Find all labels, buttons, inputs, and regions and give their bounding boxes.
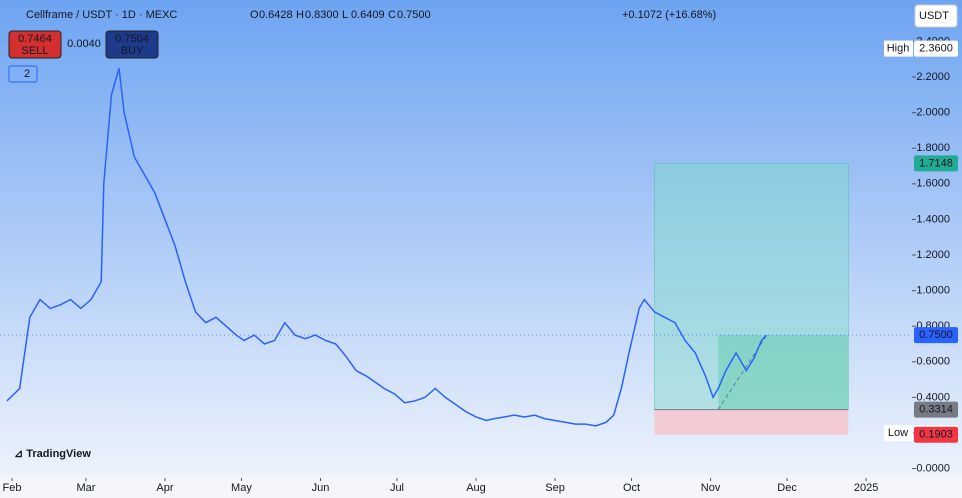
symbol: Cellframe / USDT · 1D · MEXC <box>26 9 177 21</box>
ohlc-value: 0.6428 <box>259 9 293 21</box>
spread: 0.0040 <box>67 38 101 50</box>
x-tick-label: Oct <box>623 482 640 494</box>
y-tick-label: 2.2000 <box>916 71 950 83</box>
stop-zone <box>654 409 849 435</box>
y-tick-label: 2.0000 <box>916 107 950 119</box>
ohlc-key: H <box>296 9 304 21</box>
currency[interactable]: USDT <box>919 10 949 22</box>
price-label-box <box>914 426 958 443</box>
price-label-box <box>914 401 958 418</box>
y-tick-label: 1.4000 <box>916 213 950 225</box>
price-label: 0.7500 <box>919 329 953 341</box>
price-line <box>6 67 768 427</box>
price-tag: High <box>887 42 910 54</box>
y-tick-label: 0.6000 <box>916 356 950 368</box>
x-tick-label: Jun <box>312 482 330 494</box>
progress-line <box>717 334 768 410</box>
price-label: 1.7148 <box>919 157 953 169</box>
y-tick-label: 0.0000 <box>916 462 950 474</box>
change: +0.1072 (+16.68%) <box>622 9 716 21</box>
price-label: 0.3314 <box>919 403 953 415</box>
x-tick-label: Nov <box>701 482 721 494</box>
background <box>0 0 962 478</box>
sell-button[interactable] <box>8 30 62 59</box>
buy-button[interactable] <box>105 30 159 59</box>
logo: ⊿ TradingView <box>14 448 91 460</box>
price-tag-box <box>884 424 913 441</box>
progress-zone <box>718 335 849 410</box>
currency-select[interactable] <box>914 4 958 28</box>
price-tag-box <box>884 40 913 57</box>
buy-price[interactable]: 0.7504 <box>115 33 149 45</box>
ohlc-key: L <box>342 9 348 21</box>
y-tick-label: 1.0000 <box>916 285 950 297</box>
ohlc-value: 0.8300 <box>305 9 339 21</box>
x-tick-label: May <box>231 482 252 494</box>
y-tick-label: 0.4000 <box>916 391 950 403</box>
logo-text: TradingView <box>26 448 91 460</box>
x-tick-label: Mar <box>76 482 95 494</box>
buy-label[interactable]: BUY <box>121 45 144 57</box>
x-tick-label: Dec <box>777 482 797 494</box>
x-axis-bar <box>0 478 962 498</box>
x-tick-label: 2025 <box>854 482 878 494</box>
x-tick-label: Sep <box>545 482 565 494</box>
y-tick-label: 1.2000 <box>916 249 950 261</box>
ohlc-key: O <box>250 9 259 21</box>
y-tick-label: 1.6000 <box>916 178 950 190</box>
price-label-box <box>914 327 958 344</box>
ohlc-key: C <box>388 9 396 21</box>
indicator-toggle[interactable] <box>8 65 38 83</box>
x-tick-label: Jul <box>390 482 404 494</box>
x-tick-label: Feb <box>2 482 21 494</box>
sell-price[interactable]: 0.7464 <box>18 33 52 45</box>
price-label-box <box>914 155 958 172</box>
price-label: 0.1903 <box>919 429 953 441</box>
y-tick-label: 1.8000 <box>916 142 950 154</box>
x-tick-label: Aug <box>466 482 486 494</box>
ohlc-value: 0.7500 <box>397 9 431 21</box>
sell-label[interactable]: SELL <box>22 45 49 57</box>
price-tag: Low <box>888 427 908 439</box>
indicator-count[interactable]: 2 <box>24 68 30 80</box>
x-tick-label: Apr <box>156 482 173 494</box>
price-label: 2.3600 <box>919 42 953 54</box>
price-label-box <box>914 40 958 57</box>
ohlc-value: 0.6409 <box>351 9 385 21</box>
